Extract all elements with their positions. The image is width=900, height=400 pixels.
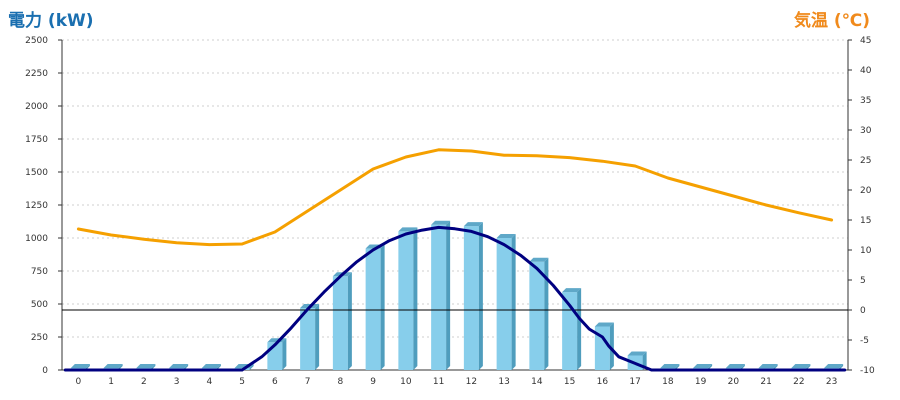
x-tick-label: 20 — [728, 377, 740, 387]
bar-top — [562, 288, 582, 293]
x-tick-label: 2 — [141, 377, 147, 387]
temperature-line — [76, 148, 834, 247]
bar-top — [791, 364, 811, 368]
x-tick-label: 7 — [305, 377, 311, 387]
bar-side — [347, 272, 352, 370]
x-tick-label: 1 — [108, 377, 114, 387]
right-tick-label: 10 — [860, 246, 872, 256]
x-tick-label: 0 — [76, 377, 82, 387]
x-tick-label: 5 — [239, 377, 245, 387]
left-axis-title: 電力 (kW) — [8, 11, 94, 31]
bar — [398, 231, 414, 370]
left-tick-label: 2000 — [25, 102, 48, 112]
power-line — [63, 225, 847, 372]
bar-top — [463, 222, 483, 227]
bar-side — [478, 222, 483, 370]
bar-side — [577, 288, 582, 370]
bar-top — [594, 322, 614, 327]
x-tick-label: 13 — [498, 377, 509, 387]
bar-top — [824, 364, 844, 368]
x-tick-label: 17 — [629, 377, 640, 387]
x-tick-label: 11 — [433, 377, 444, 387]
right-tick-label: 25 — [860, 156, 871, 166]
bar — [365, 248, 381, 370]
left-tick-label: 750 — [31, 267, 48, 277]
x-tick-label: 15 — [564, 377, 575, 387]
x-tick-label: 19 — [695, 377, 707, 387]
bar-top — [627, 351, 647, 356]
bar-top — [725, 364, 745, 368]
right-tick-label: 20 — [860, 186, 872, 196]
bar — [594, 326, 610, 370]
left-tick-label: 1500 — [25, 168, 48, 178]
left-tick-label: 250 — [31, 333, 48, 343]
bar-top — [136, 364, 156, 368]
bar-side — [282, 338, 287, 370]
x-tick-label: 18 — [662, 377, 674, 387]
bar — [463, 226, 479, 370]
bar-side — [315, 303, 320, 370]
x-tick-label: 23 — [826, 377, 837, 387]
x-tick-label: 16 — [597, 377, 609, 387]
bar — [431, 224, 447, 370]
left-tick-label: 1000 — [25, 234, 48, 244]
bar-side — [413, 227, 418, 370]
bar-top — [496, 234, 516, 238]
bar-side — [511, 234, 516, 370]
left-tick-label: 0 — [42, 366, 48, 376]
bar-top — [758, 364, 778, 368]
x-tick-label: 8 — [338, 377, 344, 387]
bar-top — [70, 364, 90, 368]
bar-side — [446, 220, 451, 370]
left-tick-label: 1750 — [25, 135, 48, 145]
bar-top — [201, 364, 221, 368]
bar — [332, 276, 348, 370]
right-tick-label: -5 — [860, 336, 869, 346]
bar — [300, 307, 316, 370]
right-axis-title: 気温 (℃) — [793, 11, 870, 31]
bar-top — [660, 364, 680, 368]
bar-top — [169, 364, 189, 368]
bar-side — [609, 322, 614, 370]
bar — [529, 261, 545, 370]
bar-top — [529, 257, 549, 262]
x-tick-label: 21 — [760, 377, 771, 387]
left-tick-label: 2250 — [25, 69, 48, 79]
bar-top — [693, 364, 713, 368]
right-tick-label: 30 — [860, 126, 872, 136]
right-tick-label: 0 — [860, 306, 866, 316]
right-tick-label: 5 — [860, 276, 866, 286]
left-tick-label: 1250 — [25, 201, 48, 211]
left-tick-label: 500 — [31, 300, 48, 310]
x-tick-label: 22 — [793, 377, 804, 387]
bar-side — [380, 244, 385, 370]
right-tick-label: 35 — [860, 96, 871, 106]
bar — [496, 238, 512, 370]
bar-side — [249, 364, 254, 370]
x-tick-label: 10 — [400, 377, 412, 387]
x-tick-label: 14 — [531, 377, 543, 387]
x-tick-label: 6 — [272, 377, 278, 387]
bar-top — [431, 220, 451, 225]
right-tick-label: -10 — [860, 366, 875, 376]
right-tick-label: 15 — [860, 216, 871, 226]
x-tick-label: 4 — [207, 377, 213, 387]
bar-top — [103, 364, 123, 368]
x-tick-label: 9 — [370, 377, 376, 387]
bar-top — [398, 227, 418, 232]
left-tick-label: 2500 — [25, 36, 48, 46]
x-tick-label: 12 — [466, 377, 477, 387]
bar-side — [544, 257, 549, 370]
right-tick-label: 40 — [860, 66, 872, 76]
x-tick-label: 3 — [174, 377, 180, 387]
right-tick-label: 45 — [860, 36, 871, 46]
